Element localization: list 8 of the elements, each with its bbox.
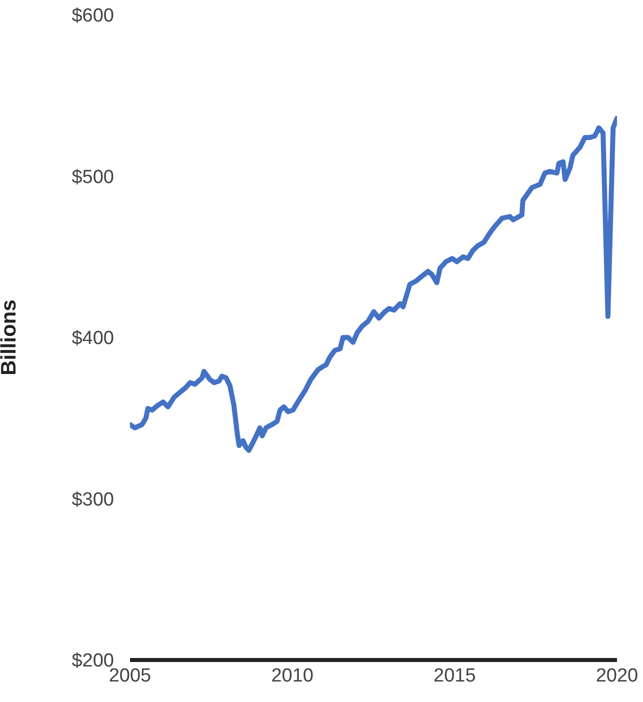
y-axis-title: Billions [0, 300, 20, 376]
x-tick-label: 2010 [271, 665, 314, 686]
y-tick-label: $500 [72, 166, 114, 188]
x-tick-label: 2015 [434, 665, 476, 686]
y-tick-label: $300 [72, 489, 114, 510]
y-tick-label: $400 [72, 328, 114, 350]
x-tick-label: 2020 [596, 665, 638, 686]
y-tick-label: $600 [72, 6, 114, 27]
